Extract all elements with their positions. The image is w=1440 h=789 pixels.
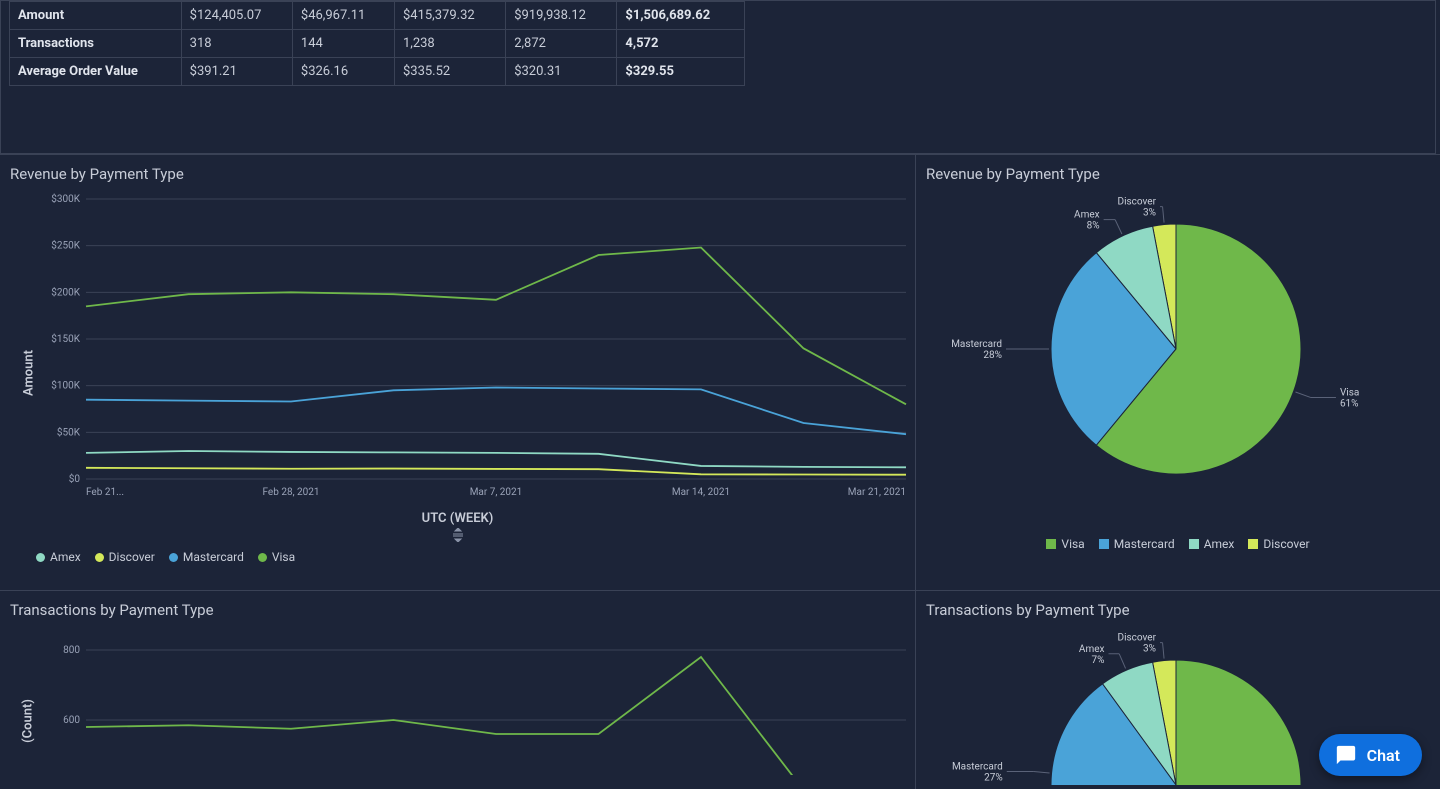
legend-dot-icon xyxy=(36,553,45,562)
table-cell: $326.16 xyxy=(292,58,394,86)
legend-label: Mastercard xyxy=(183,550,244,564)
table-cell: $391.21 xyxy=(181,58,292,86)
legend-item[interactable]: Discover xyxy=(1248,537,1309,551)
legend-label: Mastercard xyxy=(1114,537,1175,551)
row-total: 4,572 xyxy=(617,30,745,58)
legend-label: Amex xyxy=(1204,537,1235,551)
y-axis-label: (Count) xyxy=(20,699,35,743)
legend-label: Visa xyxy=(1061,537,1084,551)
legend-label: Amex xyxy=(50,550,81,564)
legend-label: Discover xyxy=(109,550,155,564)
svg-text:Mar 21, 2021: Mar 21, 2021 xyxy=(848,487,906,498)
svg-text:Amex: Amex xyxy=(1074,210,1100,221)
svg-text:8%: 8% xyxy=(1087,221,1100,232)
line-chart-legend: Amex Discover Mastercard Visa xyxy=(36,550,905,564)
svg-text:800: 800 xyxy=(63,645,80,656)
svg-text:$200K: $200K xyxy=(51,285,80,298)
table-cell: 1,238 xyxy=(394,30,505,58)
revenue-pie-chart[interactable]: Discover3% Amex8% Mastercard28% Visa61% xyxy=(926,189,1426,529)
svg-text:$300K: $300K xyxy=(51,192,80,205)
resize-handle-icon[interactable] xyxy=(451,528,465,546)
x-axis-label: UTC (WEEK) xyxy=(10,511,905,526)
legend-item[interactable]: Discover xyxy=(95,550,155,564)
table-cell: 144 xyxy=(292,30,394,58)
table-row: Amount$124,405.07$46,967.11$415,379.32$9… xyxy=(10,2,745,30)
table-cell: $46,967.11 xyxy=(292,2,394,30)
chat-label: Chat xyxy=(1367,746,1400,765)
table-cell: $124,405.07 xyxy=(181,2,292,30)
legend-dot-icon xyxy=(95,553,104,562)
y-axis-label: Amount xyxy=(22,349,37,395)
svg-text:Mastercard: Mastercard xyxy=(952,762,1003,773)
svg-text:7%: 7% xyxy=(1092,655,1105,666)
row-total: $329.55 xyxy=(617,58,745,86)
legend-label: Discover xyxy=(1263,537,1309,551)
svg-text:Mastercard: Mastercard xyxy=(951,339,1002,350)
legend-item[interactable]: Amex xyxy=(36,550,81,564)
table-row: Transactions3181441,2382,8724,572 xyxy=(10,30,745,58)
legend-item[interactable]: Amex xyxy=(1189,537,1235,551)
svg-text:$0: $0 xyxy=(69,472,81,485)
summary-panel: Amount$124,405.07$46,967.11$415,379.32$9… xyxy=(0,0,1436,154)
svg-text:Visa: Visa xyxy=(1340,387,1359,398)
legend-label: Visa xyxy=(272,550,295,564)
row-label: Amount xyxy=(10,2,182,30)
legend-dot-icon xyxy=(169,553,178,562)
legend-square-icon xyxy=(1099,539,1109,549)
row-label: Average Order Value xyxy=(10,58,182,86)
legend-item[interactable]: Visa xyxy=(1046,537,1084,551)
panel-title: Transactions by Payment Type xyxy=(10,601,905,619)
table-cell: $919,938.12 xyxy=(506,2,617,30)
svg-text:3%: 3% xyxy=(1143,644,1156,655)
table-cell: 2,872 xyxy=(506,30,617,58)
table-cell: 318 xyxy=(181,30,292,58)
table-row: Average Order Value$391.21$326.16$335.52… xyxy=(10,58,745,86)
svg-text:Feb 21...: Feb 21... xyxy=(86,487,124,498)
panel-title: Revenue by Payment Type xyxy=(10,165,905,183)
revenue-line-chart[interactable]: $0 $50K $100K $150K $200K $250K $300K Feb 21...… xyxy=(36,189,916,509)
legend-item[interactable]: Mastercard xyxy=(169,550,244,564)
svg-text:61%: 61% xyxy=(1340,398,1359,409)
svg-text:Feb 28, 2021: Feb 28, 2021 xyxy=(263,487,320,498)
revenue-pie-panel: Revenue by Payment Type Discover3%Amex8%… xyxy=(916,155,1440,590)
panel-title: Revenue by Payment Type xyxy=(926,165,1430,183)
svg-text:Mar 7, 2021: Mar 7, 2021 xyxy=(470,487,523,498)
row-total: $1,506,689.62 xyxy=(617,2,745,30)
table-cell: $320.31 xyxy=(506,58,617,86)
summary-table: Amount$124,405.07$46,967.11$415,379.32$9… xyxy=(9,1,745,86)
svg-text:3%: 3% xyxy=(1143,208,1156,219)
transactions-line-panel: Transactions by Payment Type (Count) 800… xyxy=(0,591,916,789)
revenue-line-panel: Revenue by Payment Type Amount $0 $50K $10… xyxy=(0,155,916,590)
svg-text:27%: 27% xyxy=(984,773,1003,784)
legend-square-icon xyxy=(1046,539,1056,549)
chat-button[interactable]: Chat xyxy=(1319,734,1422,776)
pie-chart-legend: Visa Mastercard Amex Discover xyxy=(926,537,1430,551)
table-cell: $415,379.32 xyxy=(394,2,505,30)
svg-text:600: 600 xyxy=(63,715,80,726)
legend-item[interactable]: Visa xyxy=(258,550,295,564)
row-label: Transactions xyxy=(10,30,182,58)
transactions-line-chart[interactable]: 800 600 xyxy=(36,625,916,775)
revenue-row: Revenue by Payment Type Amount $0 $50K $10… xyxy=(0,154,1440,590)
legend-square-icon xyxy=(1189,539,1199,549)
svg-text:28%: 28% xyxy=(983,350,1002,361)
panel-title: Transactions by Payment Type xyxy=(926,601,1430,619)
legend-dot-icon xyxy=(258,553,267,562)
svg-text:$100K: $100K xyxy=(51,379,80,392)
legend-item[interactable]: Mastercard xyxy=(1099,537,1175,551)
svg-text:Amex: Amex xyxy=(1079,644,1105,655)
svg-text:$250K: $250K xyxy=(51,239,80,252)
svg-text:Discover: Discover xyxy=(1118,633,1157,644)
legend-square-icon xyxy=(1248,539,1258,549)
svg-text:$150K: $150K xyxy=(51,332,80,345)
chat-icon xyxy=(1335,744,1357,766)
table-cell: $335.52 xyxy=(394,58,505,86)
svg-text:Discover: Discover xyxy=(1118,197,1157,208)
transactions-row: Transactions by Payment Type (Count) 800… xyxy=(0,590,1440,789)
svg-text:$50K: $50K xyxy=(57,425,81,438)
svg-text:Mar 14, 2021: Mar 14, 2021 xyxy=(672,487,730,498)
